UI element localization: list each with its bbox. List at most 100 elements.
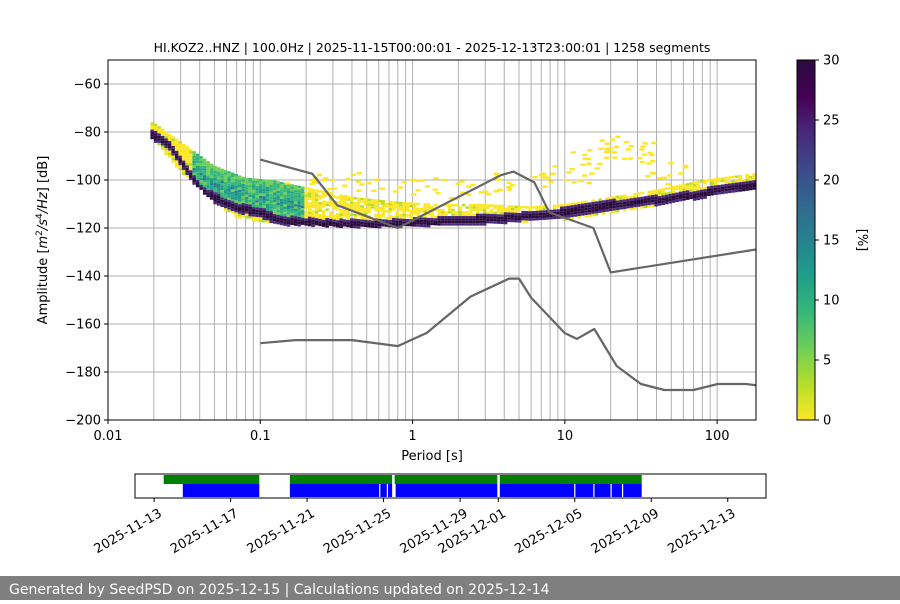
heatmap-cell xyxy=(514,212,518,216)
heatmap-cell xyxy=(300,200,305,204)
heatmap-cell xyxy=(398,216,403,219)
heatmap-cell xyxy=(699,192,704,195)
heatmap-cell xyxy=(696,192,700,196)
heatmap-cell xyxy=(311,191,315,194)
heatmap-cell xyxy=(360,209,364,213)
heatmap-cell xyxy=(395,223,399,226)
heatmap-cell xyxy=(397,186,403,189)
heatmap-cell xyxy=(489,216,494,219)
heatmap-cell xyxy=(199,175,203,178)
heatmap-cell xyxy=(188,172,193,176)
timeline-tick-label: 2025-12-09 xyxy=(589,506,662,557)
heatmap-cell xyxy=(195,170,200,173)
heatmap-cell xyxy=(356,219,361,222)
heatmap-cell xyxy=(496,216,501,220)
heatmap-cell xyxy=(279,206,284,209)
heatmap-cell xyxy=(412,212,417,215)
heatmap-cell xyxy=(279,210,284,214)
heatmap-cell xyxy=(500,207,504,210)
heatmap-cell xyxy=(622,199,627,202)
heatmap-cell xyxy=(300,193,305,197)
heatmap-cell xyxy=(636,202,641,205)
heatmap-cell xyxy=(279,222,284,226)
heatmap-cell xyxy=(178,141,182,144)
heatmap-cell xyxy=(689,184,693,188)
heatmap-cell xyxy=(482,208,487,212)
heatmap-cell xyxy=(696,197,700,201)
heatmap-cell xyxy=(244,189,249,193)
heatmap-cell xyxy=(230,182,235,185)
heatmap-cell xyxy=(409,214,413,217)
heatmap-cell xyxy=(622,204,627,207)
psd-gap xyxy=(593,484,595,497)
heatmap-cell xyxy=(612,205,616,209)
heatmap-cell xyxy=(461,220,466,224)
heatmap-cell xyxy=(622,206,627,209)
heatmap-cell xyxy=(584,215,588,218)
heatmap-cell xyxy=(234,181,238,184)
heatmap-cell xyxy=(346,210,350,213)
heatmap-cell xyxy=(312,180,318,183)
heatmap-cell xyxy=(290,191,294,194)
nlnm-curve xyxy=(260,277,756,392)
heatmap-cell xyxy=(269,187,273,190)
heatmap-cell xyxy=(248,187,252,190)
heatmap-cell xyxy=(678,191,683,195)
heatmap-cell xyxy=(661,197,665,201)
heatmap-cell xyxy=(300,217,305,221)
heatmap-cell xyxy=(542,207,546,211)
heatmap-cell xyxy=(636,197,641,200)
heatmap-cell xyxy=(706,191,711,194)
heatmap-cell xyxy=(230,203,235,207)
heatmap-cell xyxy=(363,219,368,223)
heatmap-cell xyxy=(241,176,245,180)
heatmap-cell xyxy=(465,223,469,226)
heatmap-cell xyxy=(304,211,308,214)
heatmap-cell xyxy=(272,209,277,212)
heatmap-cell xyxy=(430,213,434,216)
heatmap-cell xyxy=(342,224,347,227)
heatmap-cell xyxy=(433,203,438,207)
heatmap-cell xyxy=(627,157,633,160)
heatmap-cell xyxy=(234,212,238,215)
heatmap-cell xyxy=(720,184,725,187)
heatmap-cell xyxy=(227,204,231,208)
heatmap-cell xyxy=(199,168,203,171)
heatmap-cell xyxy=(426,203,431,206)
heatmap-cell xyxy=(234,207,238,210)
heatmap-cell xyxy=(216,184,221,187)
heatmap-cell xyxy=(346,215,350,218)
heatmap-cell xyxy=(685,197,690,200)
heatmap-cell xyxy=(272,204,277,207)
heatmap-cell xyxy=(363,224,368,227)
heatmap-cell xyxy=(738,189,742,192)
heatmap-cell xyxy=(391,222,396,226)
heatmap-cell xyxy=(612,196,616,199)
heatmap-cell xyxy=(265,198,270,202)
heatmap-cell xyxy=(559,209,564,212)
heatmap-cell xyxy=(265,184,270,187)
heatmap-cell xyxy=(314,218,319,221)
heatmap-cell xyxy=(265,203,270,206)
heatmap-cell xyxy=(188,170,193,173)
heatmap-cell xyxy=(430,210,434,214)
heatmap-cell xyxy=(381,207,385,210)
heatmap-cell xyxy=(202,168,207,171)
heatmap-cell xyxy=(675,199,679,203)
heatmap-cell xyxy=(244,182,249,185)
heatmap-cell xyxy=(384,217,389,220)
heatmap-cell xyxy=(300,208,305,211)
heatmap-cell xyxy=(157,140,161,143)
heatmap-cell xyxy=(587,202,592,205)
heatmap-cell xyxy=(466,185,472,188)
heatmap-cell xyxy=(650,195,655,198)
heatmap-cell xyxy=(185,153,189,156)
heatmap-cell xyxy=(636,204,641,207)
heatmap-cell xyxy=(384,210,389,213)
heatmap-cell xyxy=(188,165,193,168)
heatmap-cell xyxy=(185,151,189,154)
heatmap-cell xyxy=(349,199,354,202)
heatmap-cell xyxy=(586,182,592,185)
heatmap-cell xyxy=(220,192,224,195)
